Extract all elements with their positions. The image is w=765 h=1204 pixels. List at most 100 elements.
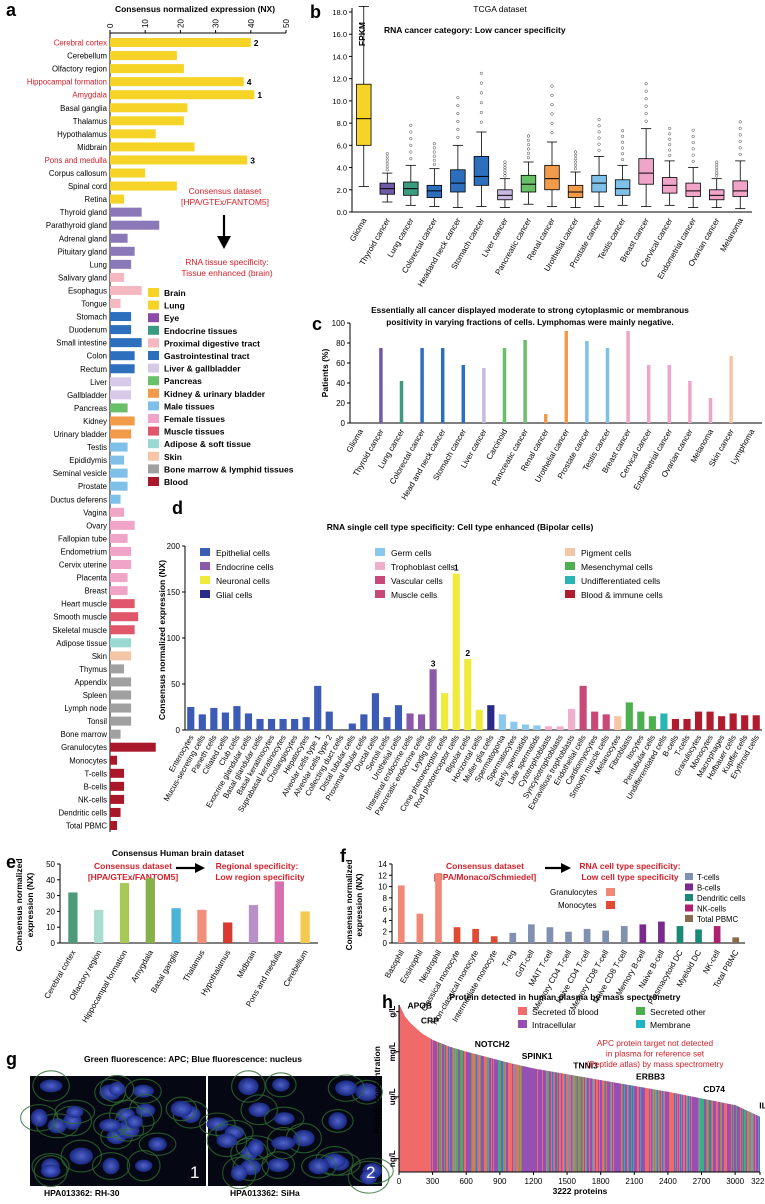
- box-prostate-cancer: [591, 174, 607, 193]
- bar-cerebellum: [300, 911, 310, 943]
- protein-bar: [606, 1081, 607, 1172]
- protein-bar: [579, 1076, 580, 1172]
- cell-nucleus: [272, 1078, 290, 1092]
- protein-bar: [504, 1061, 505, 1172]
- panel-c-tick-label: 80: [336, 339, 345, 348]
- label-parathyroid-gland: Parathyroid gland: [46, 221, 107, 230]
- protein-bar: [557, 1072, 558, 1172]
- panel-f-arrow-head: [561, 863, 571, 873]
- bar-enterocytes: [187, 707, 195, 730]
- rank-1: 1: [454, 563, 459, 573]
- bar-melanoma: [708, 398, 713, 423]
- protein-bar: [632, 1085, 633, 1172]
- bar-lung: [110, 259, 132, 269]
- protein-bar: [442, 1043, 443, 1172]
- protein-bar: [531, 1067, 532, 1172]
- protein-bar: [402, 1011, 403, 1172]
- outlier: [456, 127, 460, 131]
- outlier: [385, 165, 389, 169]
- protein-bar: [565, 1073, 566, 1172]
- legend-blood: Blood: [164, 477, 188, 487]
- bar-nk-cell: [713, 926, 721, 943]
- protein-bar: [580, 1076, 581, 1172]
- outlier: [668, 126, 672, 130]
- protein-bar: [688, 1095, 689, 1172]
- cell-nucleus: [39, 1079, 63, 1093]
- legend-secreted-to-blood: Secreted to blood: [532, 1007, 599, 1017]
- panel-d-tick-label: 0: [176, 726, 181, 735]
- label-adipose-tissue: Adipose tissue: [56, 639, 107, 648]
- bar-endometrium: [110, 546, 132, 556]
- label-duodenum: Duodenum: [69, 326, 107, 335]
- label-pancreas: Pancreas: [74, 404, 107, 413]
- protein-bar: [405, 1017, 406, 1172]
- panel-h-title: Protein detected in human plasma by mass…: [450, 992, 681, 1002]
- protein-bar: [703, 1098, 704, 1172]
- protein-bar: [554, 1072, 555, 1172]
- legend-swatch-granulocytes: [606, 888, 615, 896]
- protein-bar: [731, 1104, 732, 1172]
- protein-bar: [549, 1071, 550, 1172]
- protein-bar: [529, 1067, 530, 1172]
- label-cerebral-cortex: Cerebral cortex: [54, 39, 107, 48]
- protein-bar: [681, 1094, 682, 1172]
- panel-e-tick-label: 0: [51, 939, 56, 948]
- protein-bar: [758, 1115, 759, 1172]
- protein-bar: [522, 1065, 523, 1172]
- label-prostate: Prostate: [78, 482, 107, 491]
- protein-bar: [756, 1115, 757, 1172]
- legend-swatch-undifferentiated-cells: [565, 576, 575, 584]
- protein-bar: [568, 1074, 569, 1172]
- outlier: [644, 97, 648, 101]
- protein-bar: [514, 1064, 515, 1172]
- protein-bar: [480, 1055, 481, 1172]
- cell-outline: [266, 1126, 300, 1160]
- legend-skin: Skin: [164, 452, 182, 462]
- protein-bar: [432, 1039, 433, 1172]
- protein-bar: [713, 1100, 714, 1172]
- protein-bar: [416, 1028, 417, 1172]
- cell-nucleus: [335, 1080, 358, 1096]
- bar-adrenal-gland: [110, 233, 128, 243]
- label-hippocampal-formation: Hippocampal formation: [80, 949, 129, 1025]
- panel-letter-d: d: [172, 498, 183, 518]
- protein-bar: [453, 1047, 454, 1172]
- protein-bar: [506, 1062, 507, 1172]
- label-monocytes: Monocytes: [69, 756, 107, 765]
- bar-hepatocytes: [302, 717, 310, 730]
- outlier: [526, 134, 531, 138]
- legend-swatch-total-pbmc: [685, 915, 693, 922]
- label-colon: Colon: [87, 352, 107, 361]
- label-salivary-gland: Salivary gland: [58, 273, 107, 282]
- protein-bar: [431, 1039, 432, 1172]
- bar-fallopian-tube: [110, 533, 128, 543]
- legend-swatch-brain: [148, 288, 159, 297]
- bar-duodenum: [110, 325, 132, 335]
- protein-bar: [658, 1090, 659, 1172]
- panel-c-tick-label: 0: [341, 419, 346, 428]
- label-lymph-node: Lymph node: [64, 704, 107, 713]
- bar-mucus-secreting-cells: [198, 714, 206, 730]
- protein-bar: [440, 1043, 441, 1172]
- label-stomach: Stomach: [76, 313, 107, 322]
- panel-a-arrow-head: [217, 236, 231, 249]
- protein-bar: [607, 1081, 608, 1172]
- protein-bar: [574, 1075, 575, 1172]
- bar-spermatogonia: [498, 714, 506, 730]
- outlier: [456, 96, 460, 100]
- legend-swatch-muscle-tissues: [148, 426, 159, 436]
- label-thalamus: Thalamus: [73, 117, 107, 126]
- label-placenta: Placenta: [77, 574, 108, 583]
- legend-swatch-nk-cells: [685, 904, 693, 912]
- bar-undifferentiated-cells: [660, 713, 668, 730]
- protein-bar: [491, 1058, 492, 1172]
- protein-bar: [638, 1086, 639, 1172]
- protein-bar: [697, 1097, 698, 1172]
- protein-bar: [435, 1041, 436, 1172]
- protein-bar: [547, 1070, 548, 1172]
- protein-bar: [590, 1078, 591, 1172]
- protein-bar: [512, 1063, 513, 1172]
- protein-bar: [588, 1077, 589, 1172]
- protein-bar: [665, 1091, 666, 1172]
- panel-a-specificity-line2: Tissue enhanced (brain): [181, 268, 273, 278]
